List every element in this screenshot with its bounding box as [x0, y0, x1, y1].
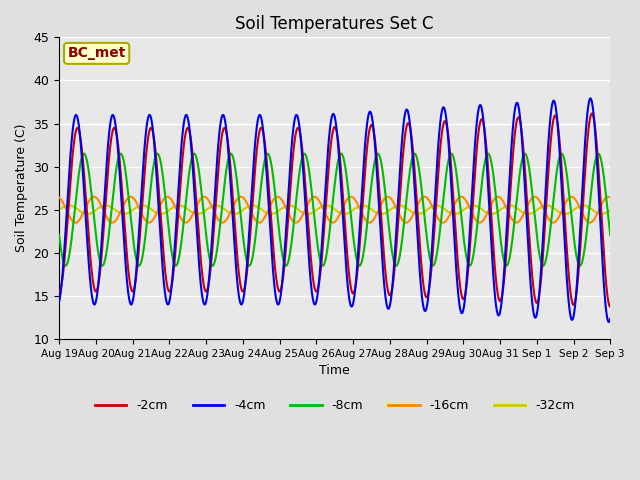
X-axis label: Time: Time: [319, 364, 350, 377]
Text: BC_met: BC_met: [67, 47, 126, 60]
Title: Soil Temperatures Set C: Soil Temperatures Set C: [236, 15, 434, 33]
Legend: -2cm, -4cm, -8cm, -16cm, -32cm: -2cm, -4cm, -8cm, -16cm, -32cm: [90, 394, 579, 417]
Y-axis label: Soil Temperature (C): Soil Temperature (C): [15, 124, 28, 252]
